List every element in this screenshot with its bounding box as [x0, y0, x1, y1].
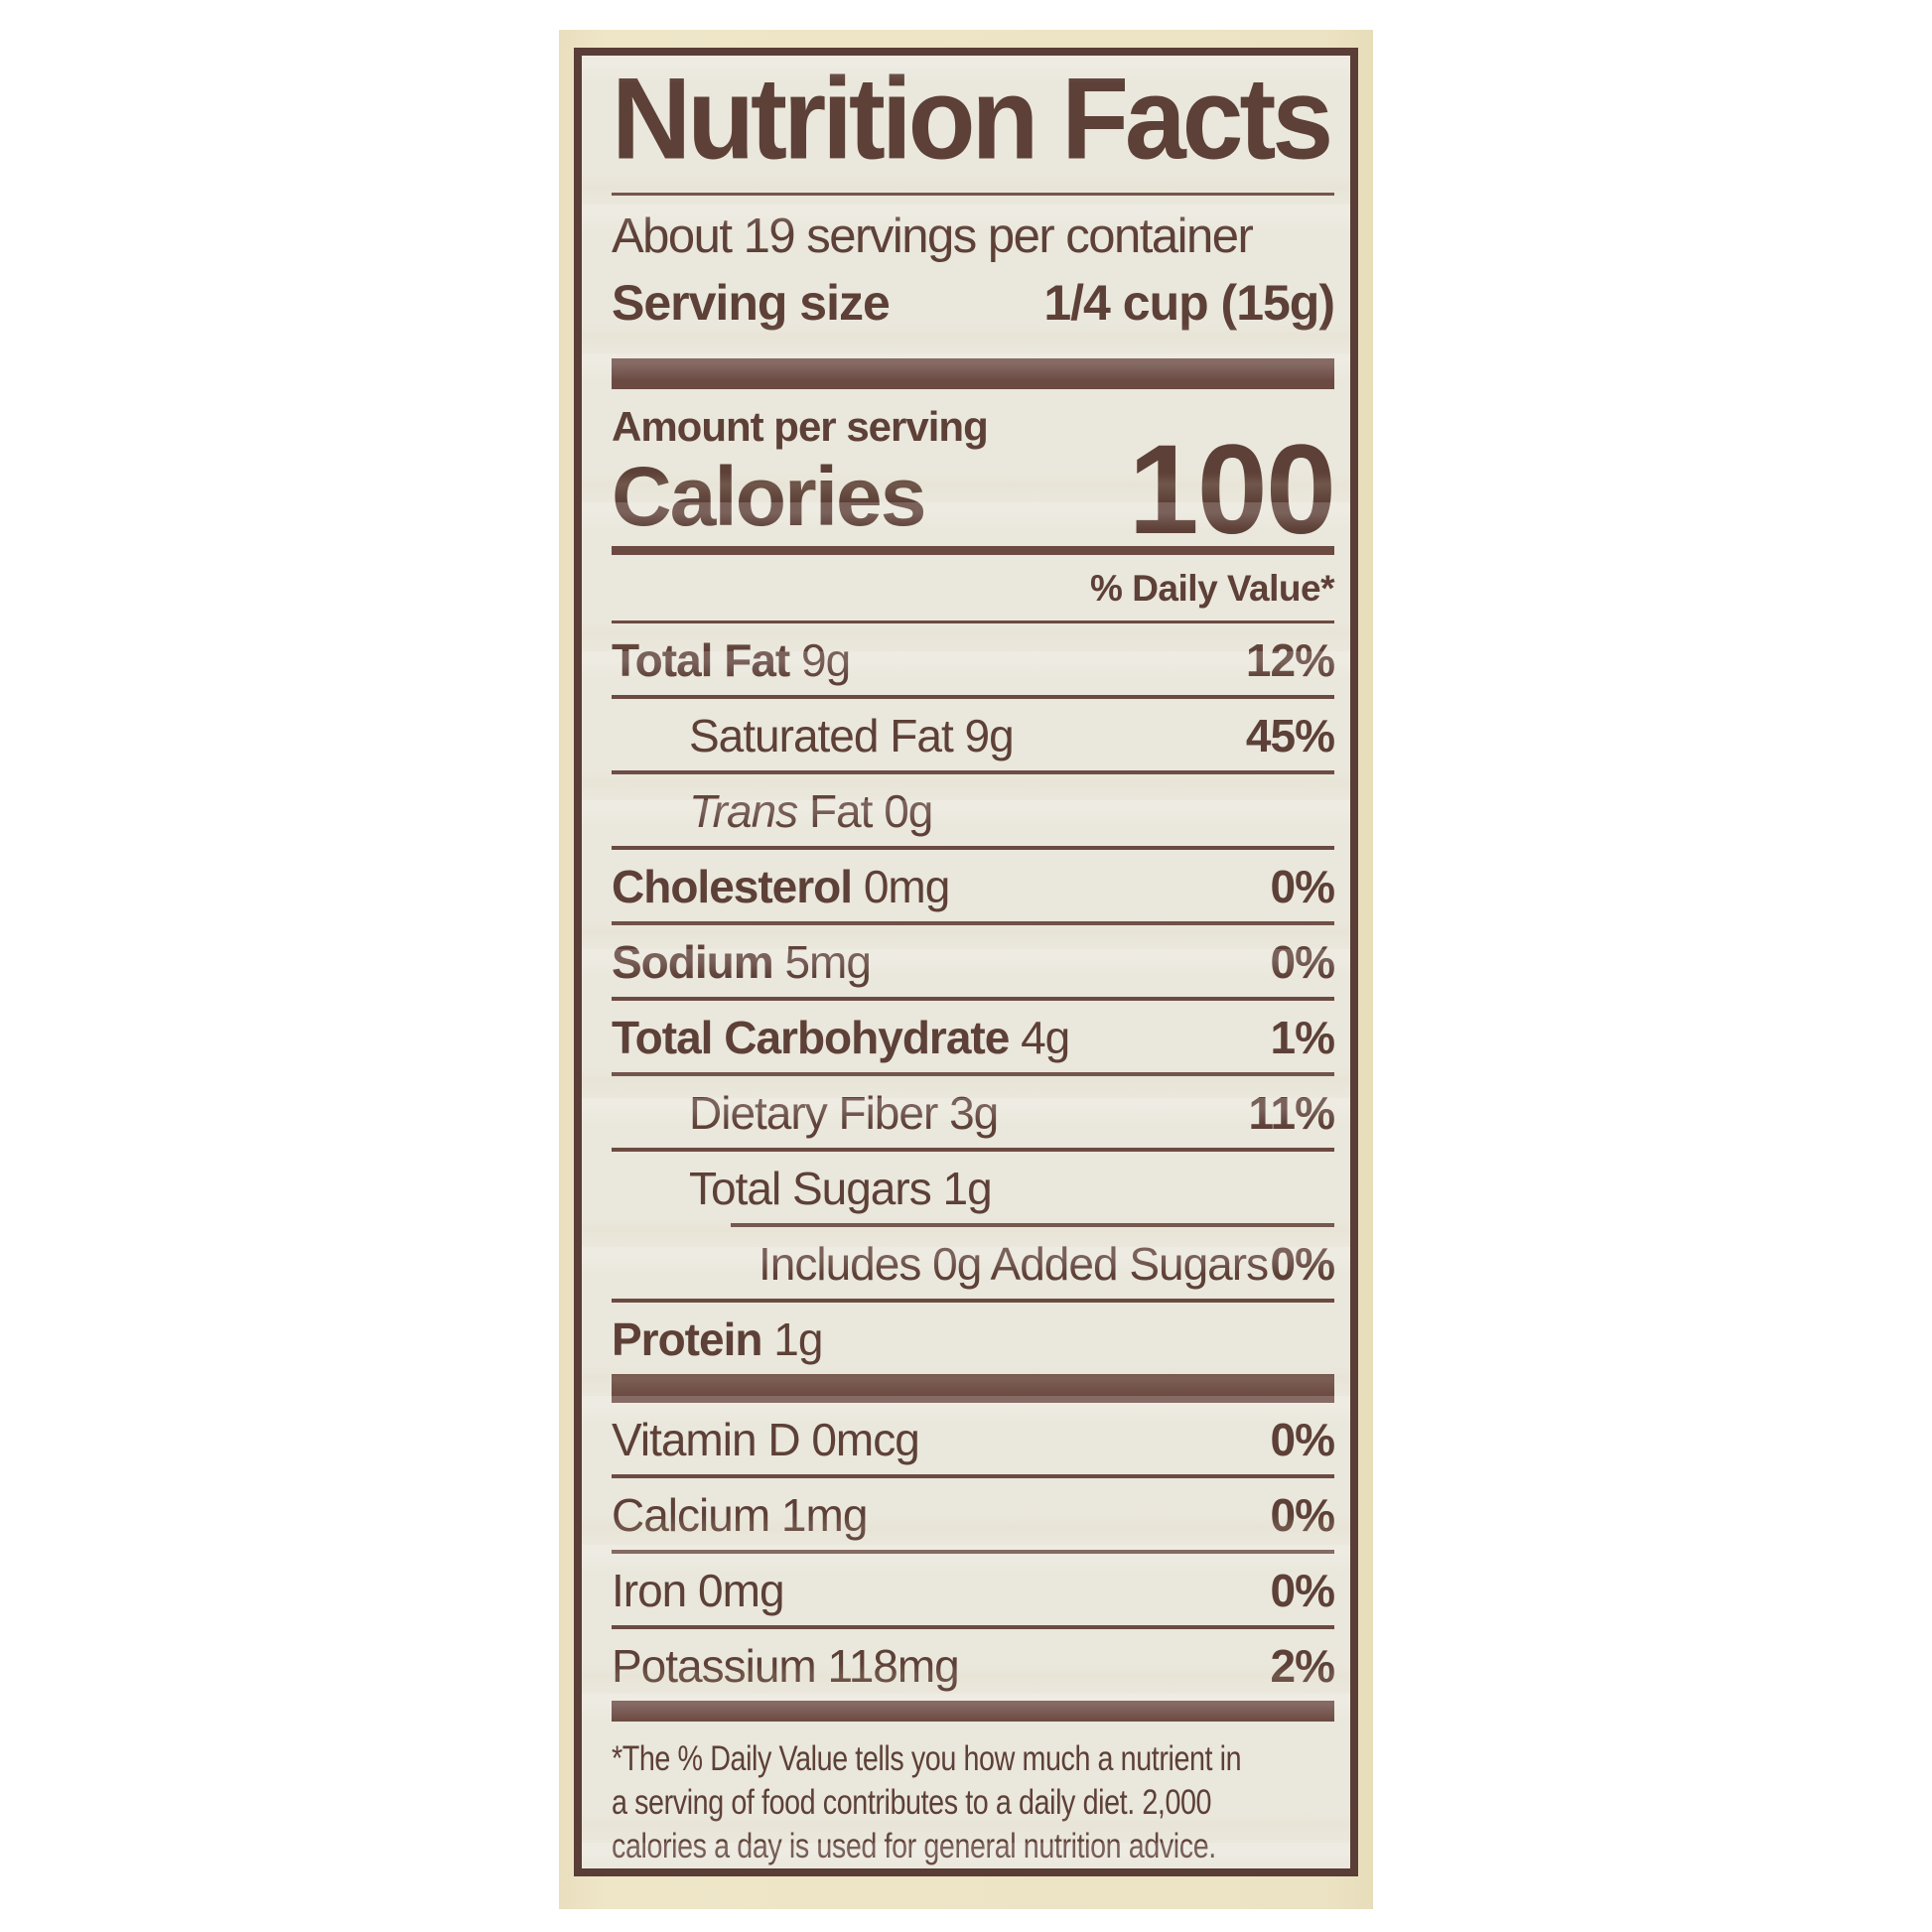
divider-rule	[612, 845, 1334, 850]
amount-per-serving-label: Amount per serving	[612, 403, 989, 451]
nutrient-amount: 9g	[789, 633, 851, 686]
nutrient-name: Iron 0mg	[612, 1565, 785, 1617]
nutrient-amount: 5mg	[772, 935, 872, 988]
nutrient-row: Total Carbohydrate 4g 1%	[612, 1001, 1335, 1072]
nutrient-row: Calcium 1mg 0%	[612, 1478, 1335, 1550]
section-bar-thick	[612, 357, 1334, 390]
nutrient-name: Dietary Fiber 3g	[689, 1086, 999, 1139]
nutrient-amount: 9g	[952, 709, 1014, 761]
daily-value-footnote: *The % Daily Value tells you how much a …	[612, 1722, 1334, 1868]
nutrient-daily-value: 2%	[1270, 1640, 1335, 1693]
nutrient-name: Total Fat 9g	[612, 633, 851, 686]
nutrient-amount: 0mg	[852, 860, 951, 912]
nutrient-name: Calcium 1mg	[612, 1489, 869, 1542]
nutrient-amount: 4g	[1009, 1011, 1070, 1063]
divider-rule	[612, 694, 1334, 699]
divider-rule	[612, 769, 1334, 774]
nutrient-daily-value: 1%	[1270, 1011, 1335, 1063]
nutrient-daily-value: 0%	[1270, 1565, 1335, 1617]
nutrient-daily-value: 0%	[1270, 1489, 1335, 1542]
nutrient-row: Sodium 5mg 0%	[612, 925, 1335, 997]
nutrient-row: Dietary Fiber 3g 11%	[612, 1076, 1335, 1148]
divider-rule	[612, 1071, 1334, 1076]
nutrient-amount: 118mg	[815, 1640, 960, 1693]
nutrient-row: Vitamin D 0mcg 0%	[612, 1403, 1335, 1474]
nutrient-row: Includes 0g Added Sugars 0%	[612, 1227, 1335, 1299]
nutrient-daily-value: 12%	[1245, 633, 1335, 686]
servings-per-container: About 19 servings per container	[612, 208, 1254, 263]
nutrition-facts-panel: Nutrition Facts About 19 servings per co…	[574, 48, 1358, 1876]
nutrient-row: Iron 0mg 0%	[612, 1554, 1335, 1625]
divider-rule	[612, 996, 1334, 1001]
divider-rule	[731, 1222, 1334, 1227]
section-bar-medium	[612, 1373, 1334, 1404]
nutrient-daily-value: 45%	[1245, 709, 1335, 761]
nutrient-name: Total Carbohydrate 4g	[612, 1011, 1070, 1063]
divider-rule-medium	[612, 546, 1334, 556]
nutrient-daily-value: 0%	[1270, 1414, 1335, 1466]
divider-rule	[612, 1147, 1334, 1152]
nutrient-amount: 1g	[930, 1162, 992, 1214]
nutrient-row: Total Fat 9g 12%	[612, 623, 1335, 695]
nutrient-row: Total Sugars 1g	[612, 1152, 1334, 1223]
daily-value-header: % Daily Value*	[1090, 568, 1334, 610]
serving-size-label: Serving size	[612, 274, 891, 331]
package-background: Nutrition Facts About 19 servings per co…	[559, 30, 1373, 1909]
nutrient-name: Sodium 5mg	[612, 935, 872, 988]
nutrition-facts-content: Nutrition Facts About 19 servings per co…	[582, 56, 1350, 1868]
nutrient-rows-section: Total Fat 9g 12% Saturated Fat 9g 45% Tr…	[612, 623, 1335, 1374]
footnote-line: a serving of food contributes to a daily…	[612, 1783, 1212, 1823]
nutrient-name: Vitamin D 0mcg	[612, 1414, 920, 1466]
nutrient-name: Saturated Fat 9g	[689, 709, 1015, 761]
calories-value: 100	[1128, 419, 1336, 562]
nutrient-row: Trans Fat 0g	[612, 774, 1334, 846]
nutrition-facts-title: Nutrition Facts	[612, 61, 1334, 177]
nutrient-daily-value: 0%	[1270, 1237, 1335, 1290]
nutrient-row: Cholesterol 0mg 0%	[612, 850, 1335, 921]
calories-left: Amount per serving Calories	[612, 403, 989, 544]
footnote-line: *The % Daily Value tells you how much a …	[612, 1739, 1242, 1779]
nutrient-daily-value: 0%	[1270, 860, 1335, 912]
divider-rule	[612, 920, 1334, 925]
divider-rule	[612, 193, 1334, 196]
serving-size-row: Serving size 1/4 cup (15g)	[612, 265, 1335, 346]
nutrient-amount: 0g	[872, 784, 933, 837]
nutrient-amount: 0mcg	[799, 1414, 920, 1466]
nutrient-row: Potassium 118mg 2%	[612, 1629, 1335, 1701]
nutrient-name: Trans Fat 0g	[689, 784, 933, 837]
nutrition-facts-title-text: Nutrition Facts	[612, 53, 1333, 184]
calories-block: Amount per serving Calories 100	[612, 389, 1336, 562]
nutrient-name: Cholesterol 0mg	[612, 860, 951, 912]
divider-rule	[612, 1298, 1334, 1303]
section-bar-small	[612, 1701, 1334, 1723]
nutrient-amount: 1g	[761, 1312, 823, 1365]
nutrient-daily-value: 0%	[1270, 935, 1335, 988]
nutrient-row: Saturated Fat 9g 45%	[612, 699, 1335, 770]
nutrient-amount: 1mg	[769, 1489, 869, 1542]
divider-rule	[612, 1474, 1334, 1479]
nutrient-daily-value: 11%	[1248, 1086, 1335, 1139]
vitamin-rows-section: Vitamin D 0mcg 0% Calcium 1mg 0% Iron 0m…	[612, 1403, 1335, 1701]
calories-label: Calories	[612, 450, 926, 544]
nutrient-amount: 3g	[937, 1086, 999, 1139]
nutrient-name: Total Sugars 1g	[689, 1162, 993, 1214]
nutrient-amount: 0mg	[686, 1565, 785, 1617]
nutrient-name: Includes 0g Added Sugars	[759, 1237, 1269, 1290]
footnote-line: calories a day is used for general nutri…	[612, 1827, 1216, 1866]
nutrient-name: Potassium 118mg	[612, 1640, 960, 1693]
serving-size-value: 1/4 cup (15g)	[1043, 274, 1335, 331]
divider-rule	[612, 1550, 1334, 1555]
nutrient-name: Protein 1g	[612, 1312, 823, 1365]
divider-rule	[612, 621, 1334, 623]
divider-rule	[612, 1625, 1334, 1630]
nutrient-row: Protein 1g	[612, 1303, 1334, 1374]
